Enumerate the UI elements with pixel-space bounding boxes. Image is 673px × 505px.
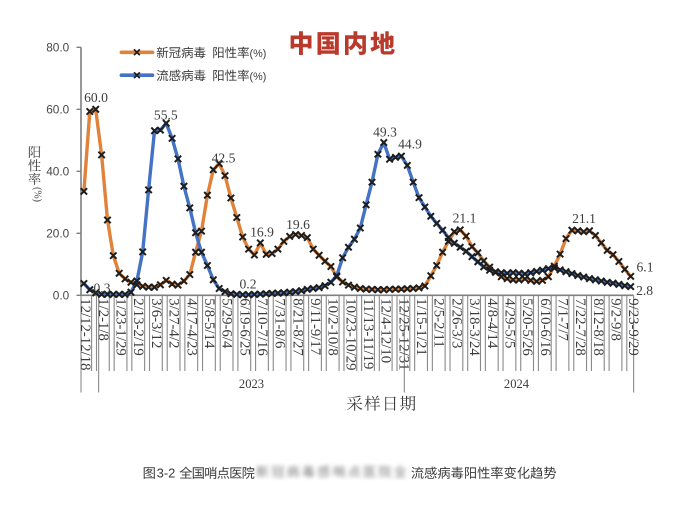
svg-text:7/22-7/28: 7/22-7/28 [572, 298, 588, 356]
svg-text:9/11-9/17: 9/11-9/17 [307, 298, 323, 355]
svg-text:12/4-12/10: 12/4-12/10 [378, 298, 394, 363]
svg-text:80.0: 80.0 [46, 41, 69, 55]
svg-text:4/29-5/5: 4/29-5/5 [501, 298, 517, 348]
svg-text:7/31-8/6: 7/31-8/6 [272, 298, 288, 348]
svg-text:4/17-4/23: 4/17-4/23 [183, 298, 199, 356]
svg-text:60.0: 60.0 [84, 90, 108, 105]
svg-text:21.1: 21.1 [572, 211, 596, 226]
svg-text:6/19-6/25: 6/19-6/25 [236, 298, 252, 356]
svg-text:2/5-2/11: 2/5-2/11 [431, 298, 447, 348]
svg-text:11/13-11/19: 11/13-11/19 [360, 298, 376, 369]
svg-text:(%): (%) [31, 187, 42, 202]
svg-text:7/1-7/7: 7/1-7/7 [554, 298, 570, 341]
svg-text:3-2: 3-2 [157, 466, 176, 481]
svg-text:0.0: 0.0 [53, 289, 70, 303]
svg-text:4/8-4/14: 4/8-4/14 [484, 298, 500, 349]
svg-text:1/2-1/8: 1/2-1/8 [95, 298, 111, 341]
svg-text:0.3: 0.3 [94, 280, 111, 295]
svg-text:55.5: 55.5 [154, 108, 178, 123]
svg-text:10/2-10/8: 10/2-10/8 [325, 298, 341, 356]
svg-text:6.1: 6.1 [637, 260, 654, 275]
svg-text:10/23-10/29: 10/23-10/29 [342, 298, 358, 370]
svg-text:20.0: 20.0 [46, 227, 69, 241]
svg-text:5/29-6/4: 5/29-6/4 [219, 298, 235, 349]
svg-text:19.6: 19.6 [286, 217, 310, 232]
svg-text:0.2: 0.2 [240, 277, 257, 292]
svg-text:9/2-9/8: 9/2-9/8 [608, 298, 624, 341]
svg-text:12/25-12/31: 12/25-12/31 [395, 298, 411, 370]
svg-text:3/18-3/24: 3/18-3/24 [466, 298, 482, 356]
svg-text:12/12-12/18: 12/12-12/18 [77, 298, 93, 370]
svg-text:42.5: 42.5 [212, 151, 236, 166]
svg-text:16.9: 16.9 [250, 225, 274, 240]
svg-text:6/10-6/16: 6/10-6/16 [537, 298, 553, 356]
svg-text:2/13-2/19: 2/13-2/19 [130, 298, 146, 356]
svg-text:40.0: 40.0 [46, 165, 69, 179]
svg-text:44.9: 44.9 [398, 137, 422, 152]
svg-text:8/12-8/18: 8/12-8/18 [590, 298, 606, 356]
svg-text:1/23-1/29: 1/23-1/29 [113, 298, 129, 356]
svg-text:1/15-1/21: 1/15-1/21 [413, 298, 429, 356]
svg-text:5/8-5/14: 5/8-5/14 [201, 298, 217, 349]
svg-text:(%): (%) [250, 48, 267, 60]
svg-text:2/26-3/3: 2/26-3/3 [448, 298, 464, 348]
svg-text:60.0: 60.0 [46, 103, 69, 117]
svg-text:2024: 2024 [504, 377, 530, 391]
svg-text:(%): (%) [250, 71, 267, 83]
svg-text:5/20-5/26: 5/20-5/26 [519, 298, 535, 356]
svg-text:3/6-3/12: 3/6-3/12 [148, 298, 164, 348]
svg-text:7/10-7/16: 7/10-7/16 [254, 298, 270, 356]
svg-text:2023: 2023 [239, 377, 264, 391]
svg-text:21.1: 21.1 [453, 211, 477, 226]
svg-text:2.8: 2.8 [636, 283, 653, 298]
svg-text:8/21-8/27: 8/21-8/27 [289, 298, 305, 356]
svg-text:3/27-4/2: 3/27-4/2 [166, 298, 182, 348]
svg-text:9/23-9/29: 9/23-9/29 [625, 298, 641, 356]
svg-text:49.3: 49.3 [373, 125, 397, 140]
